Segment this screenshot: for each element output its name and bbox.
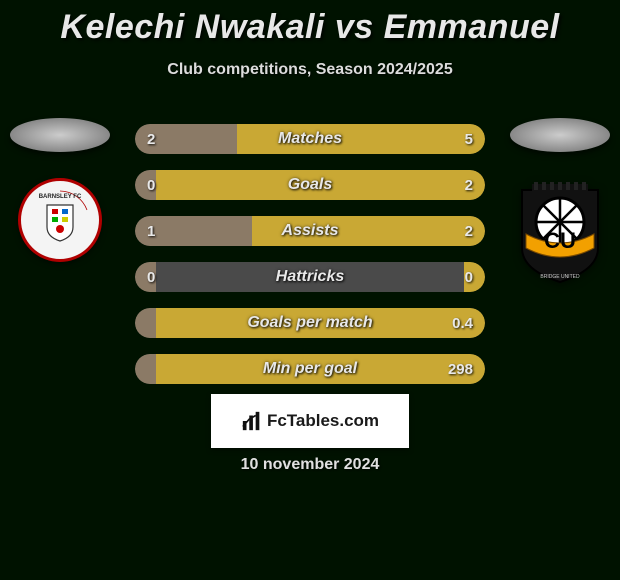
main-title: Kelechi Nwakali vs Emmanuel: [0, 0, 620, 47]
chart-icon: [241, 410, 263, 432]
player-token-left: [10, 118, 110, 152]
svg-text:CU: CU: [544, 228, 576, 253]
club-crest-right: CU BRIDGE UNITED: [512, 178, 608, 286]
bar-fill-left: [135, 308, 156, 338]
bar-fill-right: [237, 124, 486, 154]
stat-bar-row: 2 5 Matches: [135, 124, 485, 154]
bar-value-right: 0.4: [452, 315, 473, 332]
bar-label: Hattricks: [276, 268, 344, 286]
barnsley-crest-icon: BARNSLEY FC: [25, 185, 95, 255]
cambridge-crest-icon: CU BRIDGE UNITED: [512, 178, 608, 286]
bar-value-left: 0: [147, 269, 155, 286]
club-crest-left: BARNSLEY FC: [18, 178, 102, 262]
bar-label: Goals: [288, 176, 332, 194]
subtitle: Club competitions, Season 2024/2025: [0, 61, 620, 79]
svg-text:BARNSLEY FC: BARNSLEY FC: [39, 194, 82, 200]
bar-value-right: 2: [465, 223, 473, 240]
fctables-watermark: FcTables.com: [211, 394, 409, 448]
bar-value-left: 2: [147, 131, 155, 148]
bar-fill-left: [135, 354, 156, 384]
stat-bar-row: 298 Min per goal: [135, 354, 485, 384]
stat-bar-row: 0 2 Goals: [135, 170, 485, 200]
bar-value-left: 1: [147, 223, 155, 240]
comparison-infographic: Kelechi Nwakali vs Emmanuel Club competi…: [0, 0, 620, 580]
stats-bars: 2 5 Matches 0 2 Goals 1 2 Assists 0 0 Hattricks 0.4 G…: [135, 124, 485, 400]
stat-bar-row: 0.4 Goals per match: [135, 308, 485, 338]
bar-label: Assists: [282, 222, 339, 240]
svg-text:BRIDGE UNITED: BRIDGE UNITED: [540, 274, 580, 280]
player-token-right: [510, 118, 610, 152]
date-text: 10 november 2024: [241, 456, 380, 474]
bar-value-right: 0: [465, 269, 473, 286]
stat-bar-row: 0 0 Hattricks: [135, 262, 485, 292]
fctables-label: FcTables.com: [267, 411, 379, 431]
bar-value-right: 2: [465, 177, 473, 194]
bar-label: Matches: [278, 130, 342, 148]
bar-value-right: 298: [448, 361, 473, 378]
bar-label: Min per goal: [263, 360, 357, 378]
stat-bar-row: 1 2 Assists: [135, 216, 485, 246]
bar-label: Goals per match: [247, 314, 372, 332]
bar-value-right: 5: [465, 131, 473, 148]
bar-value-left: 0: [147, 177, 155, 194]
